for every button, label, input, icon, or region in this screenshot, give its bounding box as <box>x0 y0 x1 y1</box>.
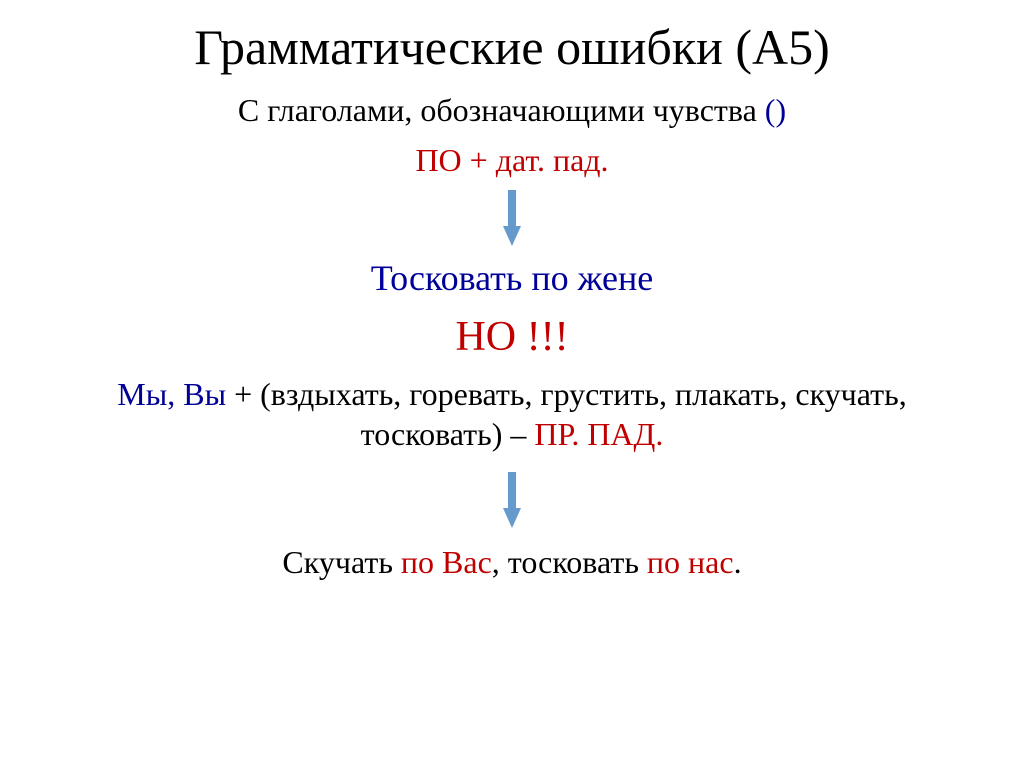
rule-prepositional: Мы, Вы + (вздыхать, горевать, грустить, … <box>72 374 952 454</box>
arrow-down-icon <box>503 472 521 528</box>
arrow-down-icon <box>503 190 521 246</box>
arrow-down-2 <box>503 468 521 532</box>
example-dative: Тосковать по жене <box>371 256 653 301</box>
slide: Грамматические ошибки (А5) С глаголами, … <box>0 0 1024 767</box>
intro-line: С глаголами, обозначающими чувства () <box>238 90 786 130</box>
rule-dative: ПО + дат. пад. <box>415 140 608 180</box>
ex2-p2-black: тосковать <box>508 544 647 580</box>
ex2-dot: . <box>734 544 742 580</box>
example-prepositional: Скучать по Вас, тосковать по нас. <box>282 542 741 582</box>
but-line: НО !!! <box>455 311 568 364</box>
intro-text: С глаголами, обозначающими чувства <box>238 92 765 128</box>
arrow-down-1 <box>503 186 521 250</box>
slide-title: Грамматические ошибки (А5) <box>194 18 830 76</box>
ex2-p2-red: по нас <box>647 544 734 580</box>
intro-parens: () <box>765 92 786 128</box>
ex2-p1-red: по Вас <box>401 544 492 580</box>
rule2-pronouns: Мы, Вы <box>117 376 226 412</box>
ex2-comma: , <box>492 544 508 580</box>
ex2-p1-black: Скучать <box>282 544 400 580</box>
rule2-case: ПР. ПАД. <box>534 416 663 452</box>
